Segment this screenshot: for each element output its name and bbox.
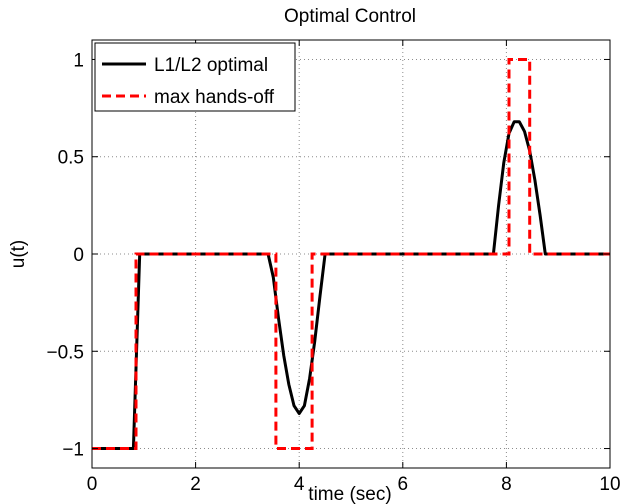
series-layer bbox=[92, 58, 610, 450]
y-tick-label: 1 bbox=[73, 50, 84, 71]
y-axis-label: u(t) bbox=[8, 240, 29, 269]
grid-lines bbox=[92, 40, 610, 468]
series-line-l1l2-optimal bbox=[92, 120, 610, 450]
y-tick-label: 0.5 bbox=[58, 148, 84, 169]
x-axis-label: time (sec) bbox=[308, 484, 391, 504]
x-tick-label: 10 bbox=[599, 474, 620, 495]
x-tick-label: 2 bbox=[190, 474, 201, 495]
chart-title: Optimal Control bbox=[284, 6, 416, 27]
legend: L1/L2 optimal max hands-off bbox=[94, 42, 296, 112]
y-tick-label: −1 bbox=[62, 440, 84, 461]
series-line-max-hands-off bbox=[92, 58, 610, 450]
x-tick-label: 4 bbox=[294, 474, 305, 495]
legend-box bbox=[94, 42, 296, 112]
x-tick-label: 8 bbox=[501, 474, 512, 495]
legend-label-l1l2: L1/L2 optimal bbox=[154, 55, 268, 76]
legend-label-max-hands-off: max hands-off bbox=[154, 87, 275, 108]
y-tick-label: 0 bbox=[73, 245, 84, 266]
x-tick-label: 0 bbox=[87, 474, 98, 495]
y-axis-ticks: −1 −0.5 0 0.5 1 bbox=[46, 50, 610, 461]
y-tick-label: −0.5 bbox=[46, 342, 84, 363]
x-tick-label: 6 bbox=[398, 474, 409, 495]
